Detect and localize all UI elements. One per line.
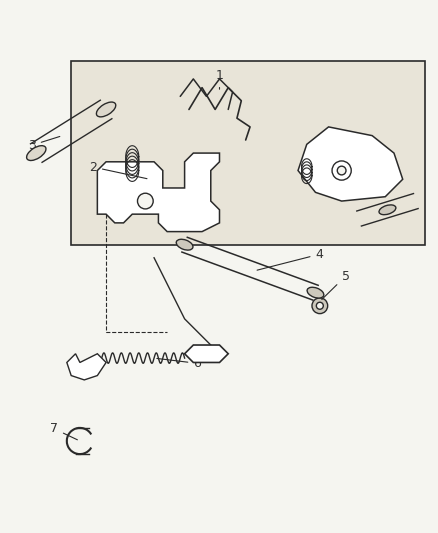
Circle shape: [79, 361, 89, 372]
Ellipse shape: [176, 239, 193, 250]
Circle shape: [311, 298, 327, 313]
Circle shape: [336, 166, 345, 175]
Text: 1: 1: [215, 69, 223, 89]
Text: 2: 2: [89, 160, 147, 179]
Text: 5: 5: [321, 270, 349, 300]
Ellipse shape: [96, 102, 116, 117]
Ellipse shape: [27, 146, 46, 160]
Polygon shape: [184, 345, 228, 362]
Circle shape: [316, 302, 322, 309]
Polygon shape: [67, 354, 106, 380]
Ellipse shape: [378, 205, 395, 215]
Text: 3: 3: [28, 136, 60, 152]
Text: 6: 6: [156, 357, 201, 370]
Circle shape: [195, 348, 208, 360]
Polygon shape: [297, 127, 402, 201]
Circle shape: [331, 161, 350, 180]
Circle shape: [137, 193, 153, 209]
Polygon shape: [97, 153, 219, 232]
Text: 4: 4: [257, 248, 323, 270]
Text: 7: 7: [50, 422, 77, 440]
Ellipse shape: [307, 287, 323, 298]
FancyBboxPatch shape: [71, 61, 424, 245]
